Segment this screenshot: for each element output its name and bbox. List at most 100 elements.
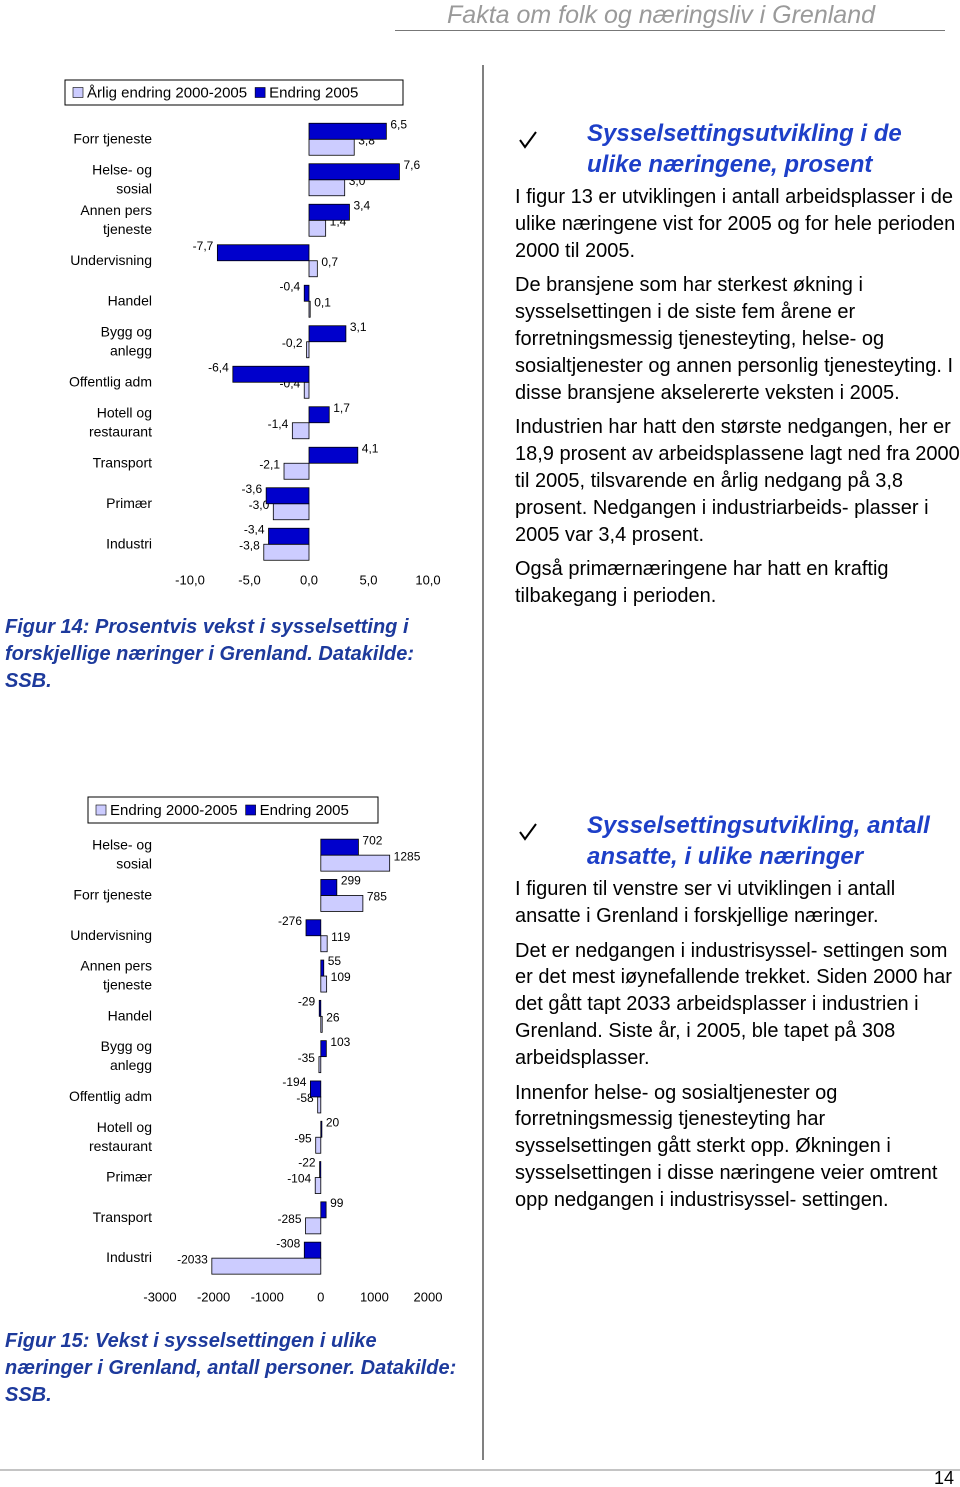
paragraph: I figur 13 er utviklingen i antall arbei… xyxy=(515,186,956,262)
bar xyxy=(308,446,359,464)
category-label: Hotell og restaurant xyxy=(89,1118,152,1153)
category-label: Forr tjeneste xyxy=(73,886,152,902)
data-label: -276 xyxy=(278,914,302,928)
data-label: -104 xyxy=(287,1172,311,1186)
category-label: Transport xyxy=(93,454,153,470)
data-label: 20 xyxy=(326,1115,340,1129)
bar xyxy=(308,219,327,237)
data-label: -308 xyxy=(276,1236,300,1250)
figure-caption: Figur 14: Prosentvis vekst i sysselsetti… xyxy=(5,616,414,692)
legend-box xyxy=(87,796,379,824)
data-label: 1,7 xyxy=(333,401,350,415)
bar xyxy=(320,895,364,912)
data-label: 0,1 xyxy=(314,295,331,309)
bar xyxy=(263,543,310,561)
category-label: Annen pers tjeneste xyxy=(80,957,152,992)
bar xyxy=(283,462,310,480)
category-label: Undervisning xyxy=(70,251,152,267)
category-label: Bygg og anlegg xyxy=(101,1038,152,1073)
data-label: -3,0 xyxy=(249,498,270,512)
data-label: -285 xyxy=(277,1212,301,1226)
data-label: -3,8 xyxy=(239,538,260,552)
x-tick-label: -5,0 xyxy=(238,572,260,587)
data-label: 4,1 xyxy=(362,441,379,455)
x-tick-label: -2000 xyxy=(197,1289,230,1304)
bar xyxy=(268,527,310,545)
data-label: 55 xyxy=(328,954,342,968)
bar xyxy=(291,422,310,440)
data-label: 119 xyxy=(331,930,350,944)
data-label: 1285 xyxy=(394,849,421,863)
x-tick-label: -10,0 xyxy=(175,572,205,587)
bar xyxy=(310,1080,322,1098)
data-label: 299 xyxy=(341,874,361,888)
check-icon xyxy=(519,131,537,149)
bar xyxy=(318,999,322,1017)
bar xyxy=(308,138,355,156)
bar xyxy=(308,179,346,197)
data-label: -95 xyxy=(294,1131,312,1145)
category-label: Handel xyxy=(108,1007,152,1023)
legend-label: Endring 2005 xyxy=(269,84,358,101)
data-label: 7,6 xyxy=(403,158,420,172)
category-label: Bygg og anlegg xyxy=(101,323,152,358)
data-label: 103 xyxy=(330,1035,350,1049)
data-label: -22 xyxy=(298,1156,316,1170)
data-label: -0,4 xyxy=(280,279,301,293)
page-header: Fakta om folk og næringsliv i Grenland xyxy=(395,0,945,31)
data-label: 6,5 xyxy=(390,117,407,131)
category-label: Transport xyxy=(93,1209,153,1225)
bar xyxy=(314,1177,322,1194)
x-tick-label: 5,0 xyxy=(359,572,377,587)
category-label: Helse- og sosial xyxy=(92,836,152,871)
bar xyxy=(308,300,311,318)
data-label: 3,1 xyxy=(350,320,367,334)
x-tick-label: 0,0 xyxy=(300,572,318,587)
paragraph: Det er nedgangen i industrisyssel- setti… xyxy=(515,939,952,1069)
category-label: Primær xyxy=(106,1168,152,1184)
bar xyxy=(308,203,350,221)
section-heading: Sysselsettingsutvikling, antall ansatte,… xyxy=(587,812,930,870)
category-label: Forr tjeneste xyxy=(73,130,152,146)
legend-swatch xyxy=(95,804,107,816)
data-label: -35 xyxy=(298,1051,316,1065)
bar xyxy=(308,260,318,278)
bar xyxy=(265,487,310,505)
section-heading: Sysselsettingsutvikling i de ulike nærin… xyxy=(587,120,902,178)
bar xyxy=(320,879,338,896)
x-tick-label: 2000 xyxy=(414,1289,443,1304)
bar xyxy=(320,854,391,872)
page-number: 14 xyxy=(934,1468,955,1487)
bar xyxy=(308,406,330,424)
paragraph: De bransjene som har sterkest økning i s… xyxy=(515,274,954,404)
data-label: 0,7 xyxy=(321,255,338,269)
x-tick-label: 0 xyxy=(317,1289,324,1304)
bar xyxy=(308,325,347,343)
bar xyxy=(320,935,328,953)
data-label: -194 xyxy=(282,1075,306,1089)
bar xyxy=(308,122,387,140)
bar xyxy=(232,365,310,383)
legend-label: Endring 2005 xyxy=(260,802,349,819)
bar xyxy=(303,1241,322,1259)
category-label: Undervisning xyxy=(70,926,152,942)
data-label: -3,6 xyxy=(241,482,262,496)
bar xyxy=(308,163,400,181)
bar xyxy=(320,1201,327,1219)
category-label: Industri xyxy=(106,535,152,551)
bar xyxy=(320,838,359,856)
data-label: -2,1 xyxy=(259,457,280,471)
data-label: -1,4 xyxy=(268,417,289,431)
legend-swatch xyxy=(254,87,266,98)
bar xyxy=(315,1136,322,1154)
paragraph: Innenfor helse- og sosialtjenester og fo… xyxy=(515,1081,938,1211)
bar xyxy=(318,1056,322,1074)
category-label: Offentlig adm xyxy=(69,373,152,389)
bar xyxy=(211,1257,322,1275)
bar xyxy=(320,1015,323,1033)
category-label: Primær xyxy=(106,494,152,510)
x-tick-label: -3000 xyxy=(143,1289,176,1304)
bar xyxy=(305,919,322,937)
paragraph: Industrien har hatt den største nedgange… xyxy=(515,416,960,546)
bar xyxy=(320,1040,327,1058)
